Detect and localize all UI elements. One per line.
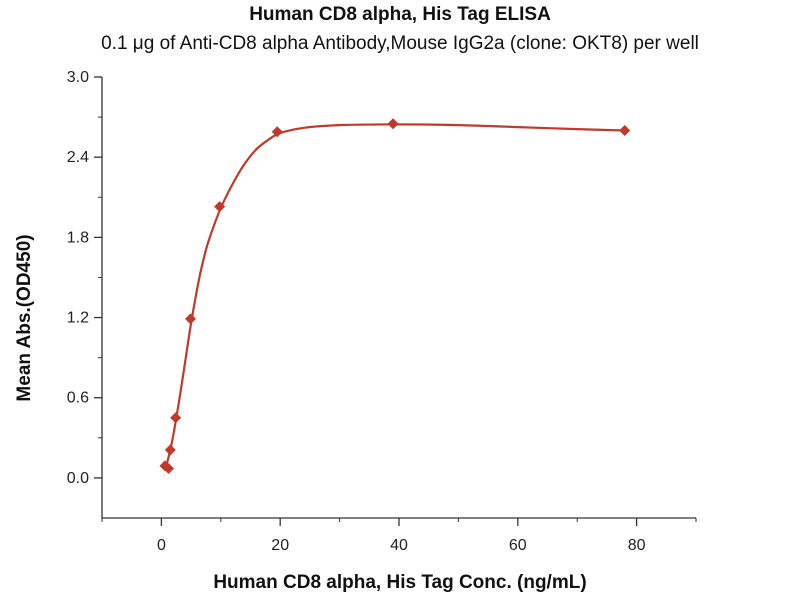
fit-curve-layer [163,123,625,469]
y-tick-label: 1.2 [67,310,89,327]
y-tick-label: 0.6 [67,390,89,407]
y-tick-label: 0.0 [67,470,89,487]
chart-title: Human CD8 alpha, His Tag ELISA [249,4,551,25]
x-tick-label: 20 [271,537,289,554]
data-point-marker [185,313,197,325]
y-axis-label: Mean Abs.(OD450) [14,234,35,401]
y-tick-label: 2.4 [67,149,89,166]
data-point-marker [163,463,175,475]
y-tick-label: 3.0 [67,69,89,86]
data-point-marker [271,126,283,138]
data-point-marker [619,124,631,136]
x-axis-label: Human CD8 alpha, His Tag Conc. (ng/mL) [213,572,586,593]
x-tick-label: 80 [628,537,646,554]
data-points-layer [159,118,631,475]
x-tick-label: 60 [509,537,527,554]
fit-curve [163,123,625,469]
y-tick-label: 1.8 [67,229,89,246]
x-tick-label: 0 [157,537,166,554]
x-tick-label: 40 [390,537,408,554]
data-point-marker [387,118,399,130]
chart-subtitle: 0.1 μg of Anti-CD8 alpha Antibody,Mouse … [101,33,699,54]
data-point-marker [170,412,182,424]
axes: 0.0 0.6 1.2 1.8 2.4 3.0 0 20 40 60 80 [67,69,697,554]
data-point-marker [164,444,176,456]
data-point-marker [214,201,226,213]
